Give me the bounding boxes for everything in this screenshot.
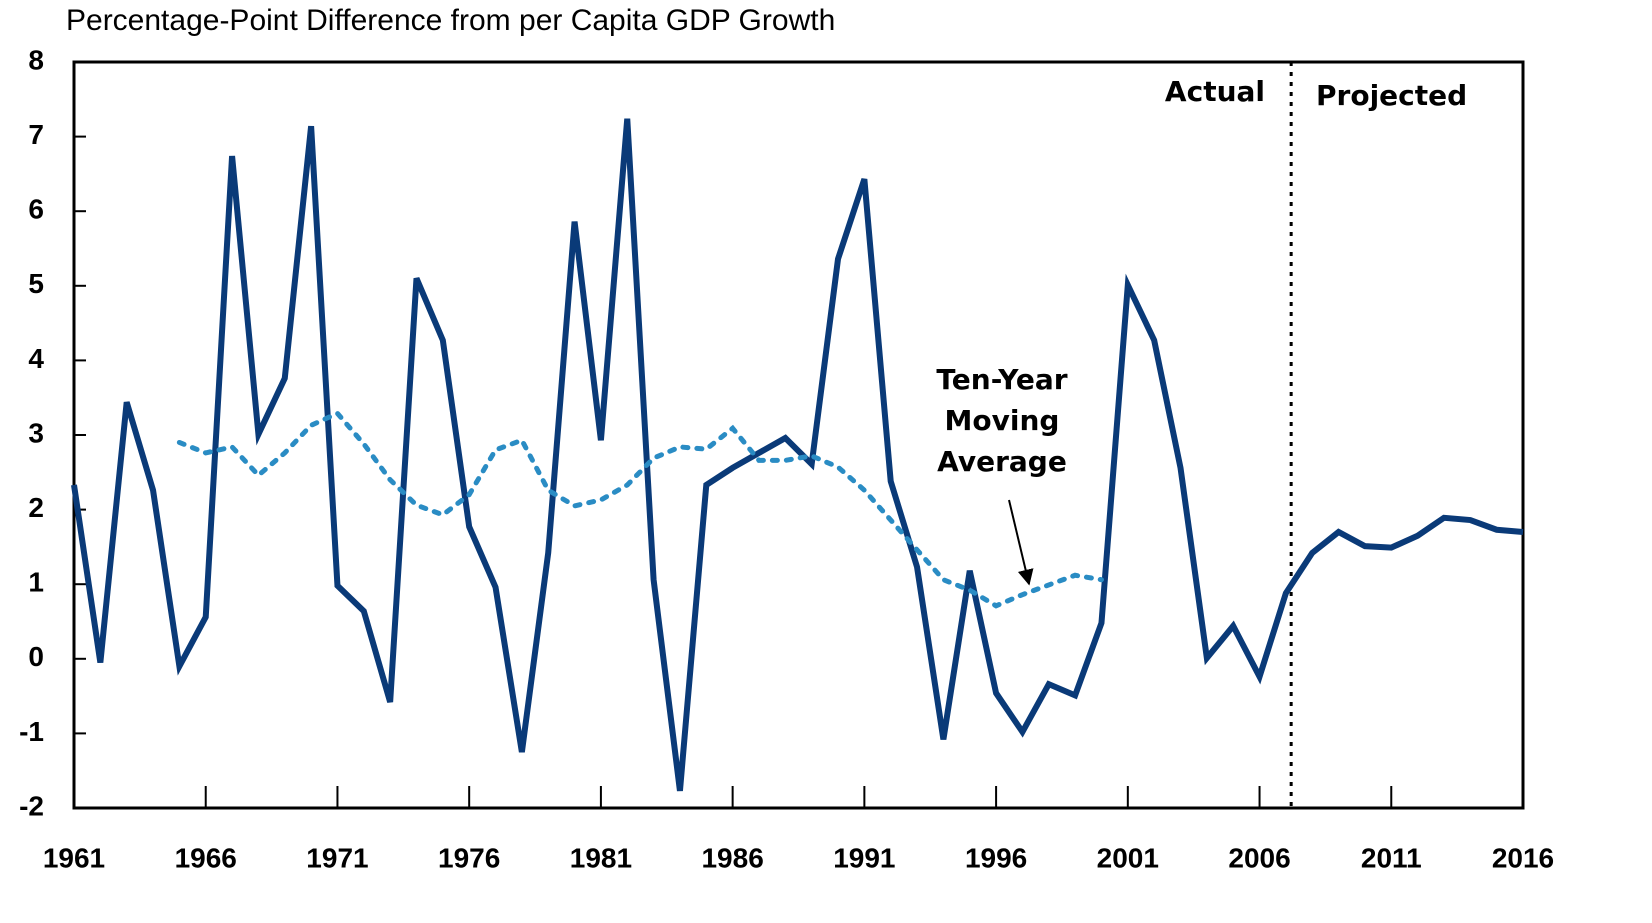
y-tick-label: -2 <box>19 790 44 821</box>
y-tick-label: 8 <box>28 44 44 75</box>
x-tick-label: 1981 <box>570 842 632 873</box>
x-tick-label: 2006 <box>1228 842 1290 873</box>
x-tick-label: 1961 <box>43 842 105 873</box>
annotation: Average <box>937 445 1067 478</box>
y-tick-label: 0 <box>28 641 44 672</box>
x-tick-label: 1996 <box>965 842 1027 873</box>
annotation: Moving <box>945 404 1060 437</box>
chart-title: Percentage-Point Difference from per Cap… <box>66 4 835 37</box>
y-tick-label: 1 <box>28 567 44 598</box>
y-tick-label: 6 <box>28 194 44 225</box>
y-tick-label: 7 <box>28 119 44 150</box>
x-tick-label: 2016 <box>1492 842 1554 873</box>
plot-frame <box>72 60 1525 810</box>
y-tick-label: 3 <box>28 417 44 448</box>
y-tick-label: 4 <box>28 343 44 374</box>
y-tick-label: 2 <box>28 492 44 523</box>
x-tick-label: 1971 <box>306 842 368 873</box>
annotation: Projected <box>1316 79 1467 112</box>
x-tick-label: 1986 <box>701 842 763 873</box>
annotation: Actual <box>1165 75 1265 108</box>
y-tick-label: 5 <box>28 268 44 299</box>
x-tick-label: 1966 <box>175 842 237 873</box>
x-tick-label: 1991 <box>833 842 895 873</box>
x-tick-label: 1976 <box>438 842 500 873</box>
y-tick-label: -1 <box>19 716 44 747</box>
series-line <box>71 118 1524 792</box>
annotation-arrow <box>1008 499 1034 586</box>
annotation: Ten-Year <box>936 363 1067 396</box>
x-tick-label: 2011 <box>1361 842 1422 873</box>
x-tick-label: 2001 <box>1097 842 1159 873</box>
series-line <box>176 410 1104 609</box>
